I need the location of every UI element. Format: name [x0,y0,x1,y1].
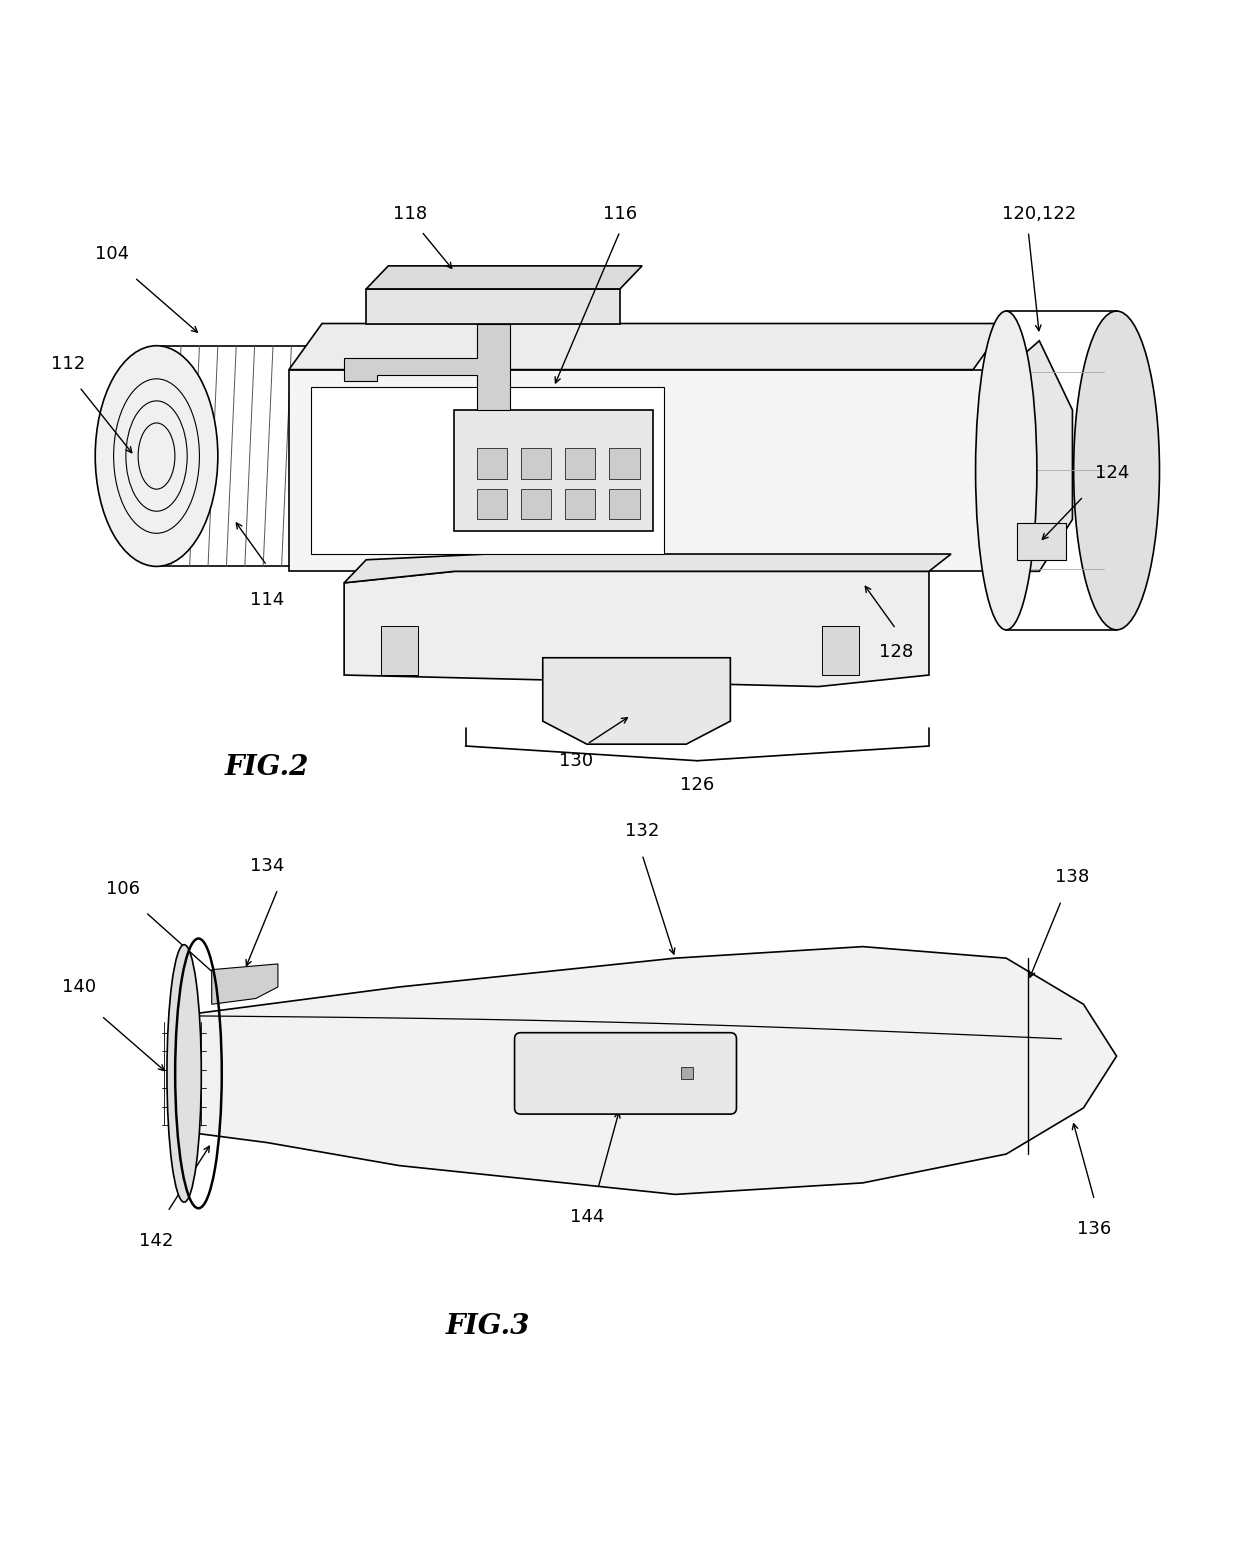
Polygon shape [543,657,730,744]
Text: 112: 112 [51,356,86,373]
Ellipse shape [1074,311,1159,629]
Text: 104: 104 [95,246,129,263]
Bar [822,626,859,676]
Bar [609,448,640,479]
Polygon shape [455,410,653,530]
Polygon shape [345,572,929,686]
Polygon shape [289,323,1006,369]
Text: 128: 128 [879,643,913,662]
Bar [681,1067,693,1079]
Bar [476,489,507,519]
Text: 120,122: 120,122 [1002,206,1076,223]
Bar [366,289,620,323]
Text: FIG.3: FIG.3 [445,1314,529,1340]
Text: 106: 106 [107,880,140,898]
Text: 116: 116 [603,206,637,223]
Polygon shape [212,963,278,1005]
Polygon shape [366,266,642,289]
Text: 142: 142 [139,1232,174,1249]
Ellipse shape [976,311,1037,629]
Text: FIG.2: FIG.2 [224,754,309,781]
Text: 126: 126 [680,776,714,795]
Bar [609,489,640,519]
Text: 132: 132 [625,822,660,841]
Polygon shape [345,323,510,410]
Polygon shape [311,386,665,553]
Bar [1017,523,1066,560]
Ellipse shape [95,346,218,566]
FancyBboxPatch shape [289,369,1006,572]
Text: 144: 144 [569,1209,604,1226]
Text: 136: 136 [1078,1220,1111,1238]
Text: 114: 114 [249,591,284,609]
Text: 124: 124 [1095,464,1128,482]
Ellipse shape [167,945,201,1203]
Bar [521,448,552,479]
Text: 134: 134 [249,856,284,875]
Bar [565,448,595,479]
Bar [521,489,552,519]
Text: 118: 118 [393,206,428,223]
Bar [476,448,507,479]
Polygon shape [1006,340,1073,572]
Polygon shape [345,553,951,583]
Bar [381,626,418,676]
FancyBboxPatch shape [515,1033,737,1115]
Bar [565,489,595,519]
Text: 130: 130 [559,753,593,770]
Text: 140: 140 [62,979,97,996]
Polygon shape [179,946,1116,1195]
Text: 138: 138 [1055,869,1090,886]
